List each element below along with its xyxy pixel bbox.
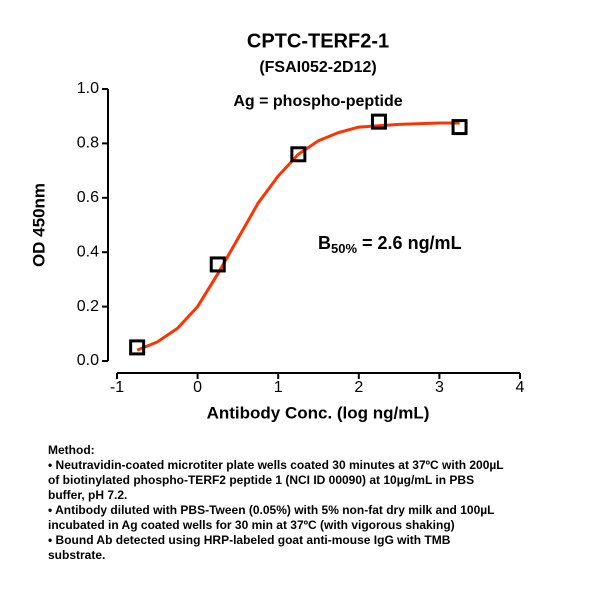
- y-tick-label: 0.8: [77, 135, 99, 152]
- x-tick-label: 0: [193, 379, 202, 396]
- method-line: substrate.: [48, 548, 105, 562]
- data-point: [209, 256, 226, 273]
- x-tick-label: 3: [435, 379, 444, 396]
- data-point: [451, 119, 468, 136]
- b50-annotation: B50% = 2.6 ng/mL: [318, 233, 462, 257]
- data-point: [370, 113, 387, 130]
- method-line: • Bound Ab detected using HRP-labeled go…: [48, 533, 451, 547]
- method-line: incubated in Ag coated wells for 30 min …: [48, 518, 455, 532]
- y-tick-label: 0.6: [77, 189, 99, 206]
- b50-subscript: 50%: [331, 241, 357, 256]
- x-tick-label: -1: [110, 379, 124, 396]
- method-line: • Neutravidin-coated microtiter plate we…: [48, 458, 504, 472]
- y-tick-label: 0.2: [77, 298, 99, 315]
- annotation: Ag = phospho-peptide: [233, 93, 402, 110]
- b50-symbol: B: [318, 233, 331, 253]
- y-tick-label: 0.0: [77, 352, 99, 369]
- method-heading: Method:: [48, 443, 95, 457]
- y-axis-label: OD 450nm: [29, 183, 48, 267]
- method-line: • Antibody diluted with PBS-Tween (0.05%…: [48, 503, 495, 517]
- y-tick-label: 0.4: [77, 243, 99, 260]
- y-tick-label: 1.0: [77, 80, 99, 97]
- data-point: [290, 146, 307, 163]
- x-axis-label: Antibody Conc. (log ng/mL): [207, 403, 430, 422]
- chart-title: CPTC-TERF2-1: [247, 30, 389, 52]
- chart-subtitle: (FSAI052-2D12): [259, 59, 376, 76]
- data-point: [129, 339, 146, 356]
- method-line: of biotinylated phospho-TERF2 peptide 1 …: [48, 473, 474, 487]
- x-tick-label: 1: [274, 379, 283, 396]
- x-tick-label: 4: [516, 379, 525, 396]
- method-line: buffer, pH 7.2.: [48, 488, 127, 502]
- b50-text: = 2.6 ng/mL: [357, 233, 462, 253]
- x-tick-label: 2: [354, 379, 363, 396]
